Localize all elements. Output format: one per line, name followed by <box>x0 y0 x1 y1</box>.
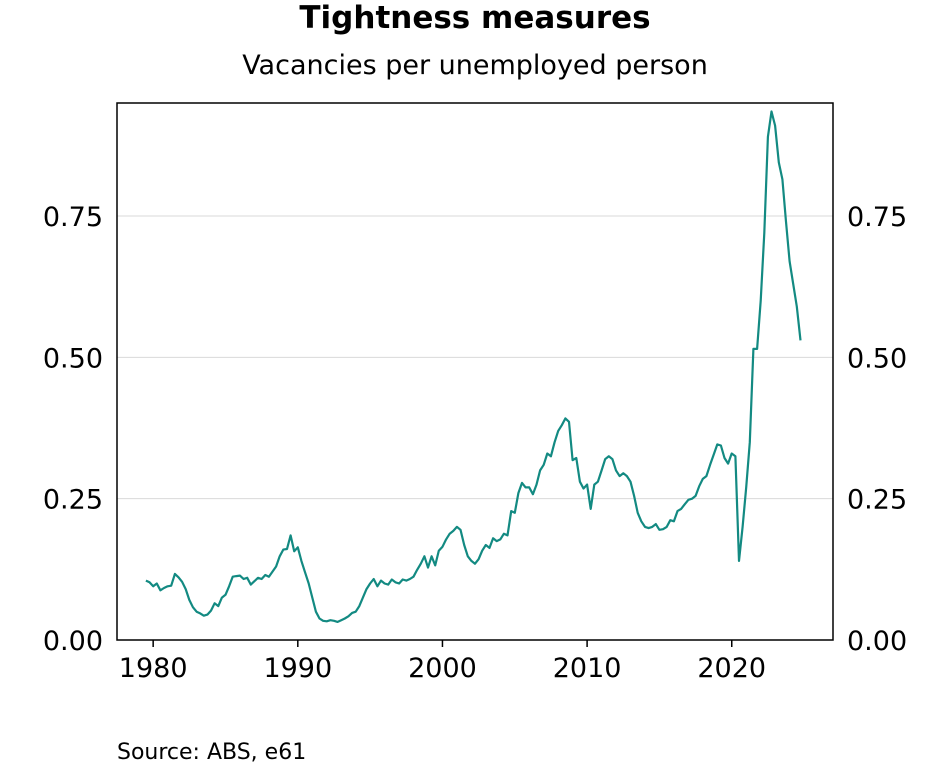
plot-frame <box>116 102 834 641</box>
chart-title: Tightness measures <box>299 0 651 36</box>
y-tick-label-left: 0.25 <box>43 485 103 516</box>
y-tick-label-right: 0.75 <box>847 202 907 233</box>
x-tick-label: 1980 <box>119 653 188 684</box>
y-tick-label-right: 0.50 <box>847 343 907 374</box>
x-axis: 1980 1990 2000 2010 2020 <box>119 640 766 684</box>
y-axis-right: 0.00 0.25 0.50 0.75 <box>847 202 907 657</box>
y-tick-label-left: 0.00 <box>43 626 103 657</box>
source-note: Source: ABS, e61 <box>117 740 307 765</box>
y-axis-left: 0.00 0.25 0.50 0.75 <box>43 202 103 657</box>
y-tick-label-right: 0.25 <box>847 485 907 516</box>
chart-subtitle: Vacancies per unemployed person <box>242 50 708 81</box>
vacancies-per-unemployed-line <box>145 110 802 623</box>
x-tick-label: 2000 <box>408 653 477 684</box>
y-tick-label-left: 0.50 <box>43 343 103 374</box>
x-tick-label: 2010 <box>553 653 622 684</box>
y-tick-label-left: 0.75 <box>43 202 103 233</box>
y-tick-label-right: 0.00 <box>847 626 907 657</box>
x-tick-label: 1990 <box>263 653 332 684</box>
x-tick-label: 2020 <box>697 653 766 684</box>
grid-lines <box>117 215 833 500</box>
